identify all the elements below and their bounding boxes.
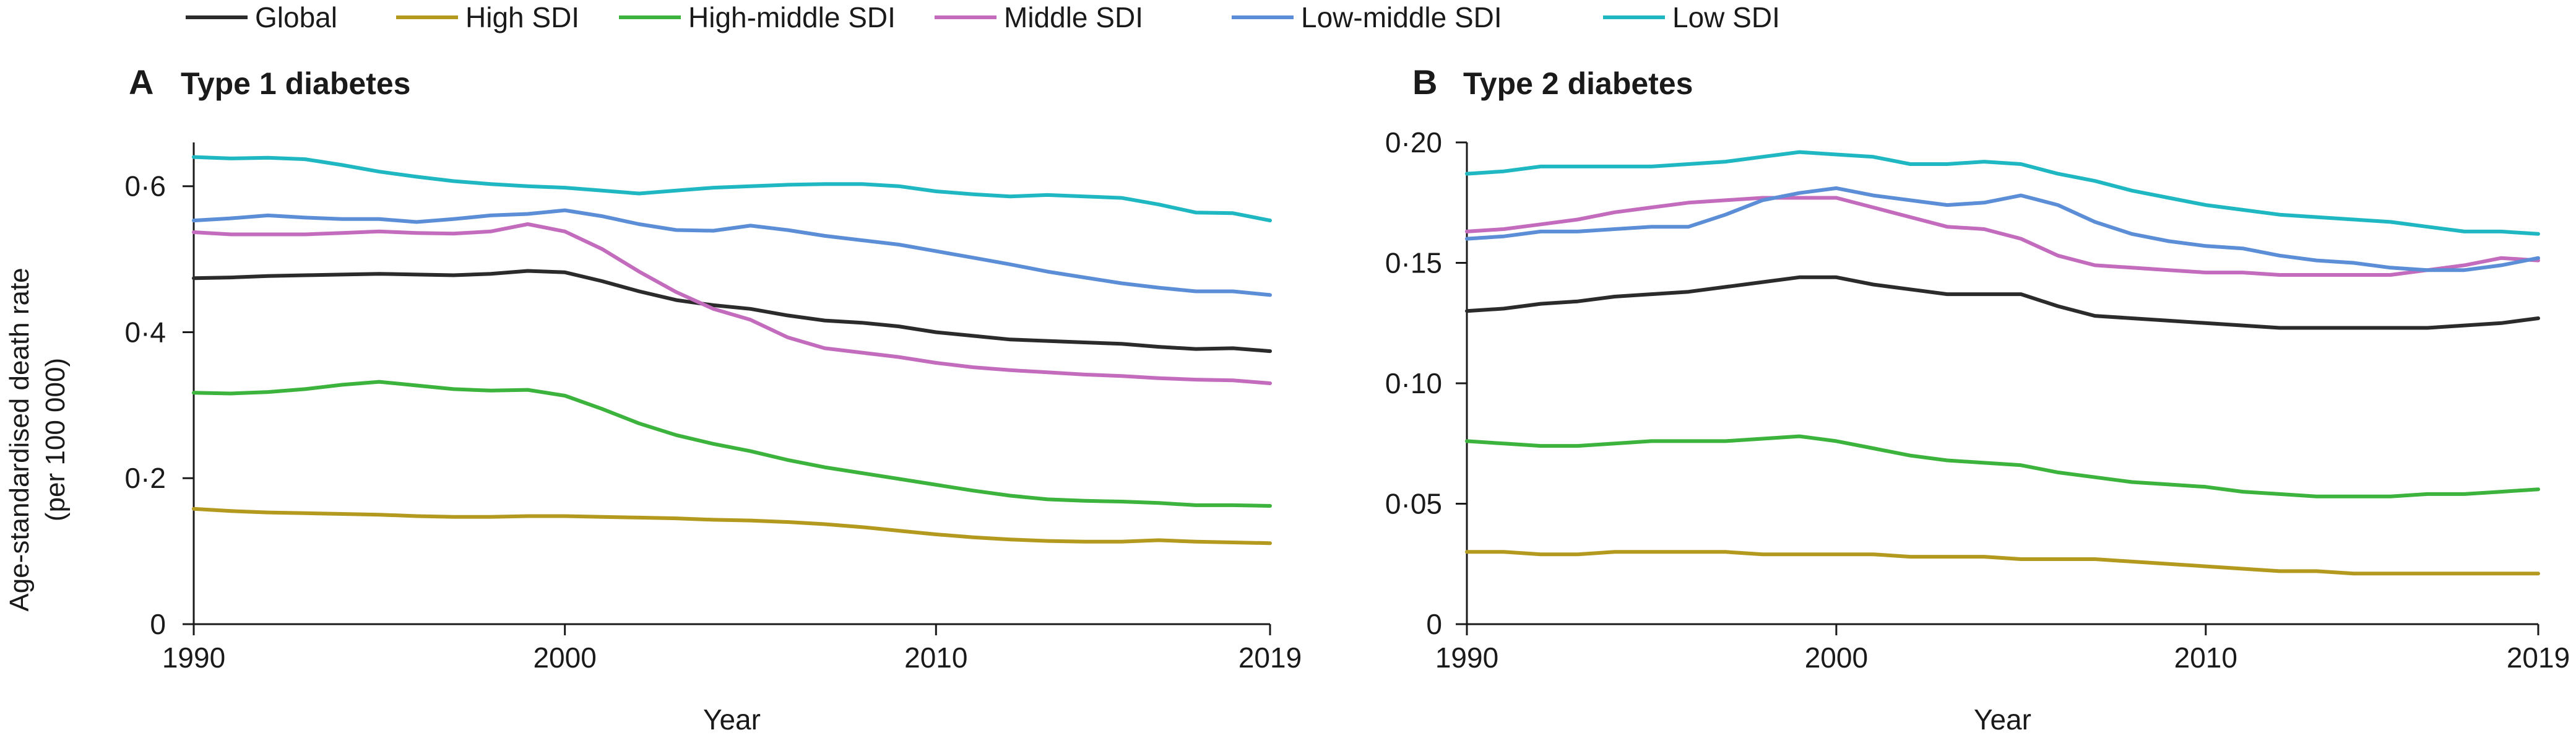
legend: Global High SDI High-middle SDI Middle SDI L… [186,1,1780,33]
y-tick-label: 0·10 [1385,367,1442,399]
legend-label-low-sdi: Low SDI [1672,1,1780,33]
series-line-high-middle-sdi [192,380,1272,508]
legend-label-low-middle-sdi: Low-middle SDI [1301,1,1502,33]
x-tick-label: 2000 [1805,641,1868,674]
series-line-high-sdi [1465,550,2540,576]
y-tick-label: 0 [150,608,166,640]
legend-label-high-middle-sdi: High-middle SDI [688,1,896,33]
y-axis-label-unit: (per 100 000) [40,358,71,521]
y-tick-label: 0·05 [1385,488,1442,520]
series-line-middle-sdi [192,222,1272,385]
x-tick-label: 1990 [1435,641,1498,674]
y-tick-label: 0·15 [1385,247,1442,279]
series-line-high-middle-sdi [1465,434,2540,498]
y-tick-label: 0 [1426,608,1442,640]
series-line-middle-sdi [1465,196,2540,277]
legend-label-high-sdi: High SDI [465,1,579,33]
series-line-low-middle-sdi [192,208,1272,297]
x-tick-label: 1990 [162,641,225,674]
x-tick-label: 2019 [1238,641,1302,674]
y-tick-label: 0·4 [125,316,166,348]
x-tick-label: 2010 [904,641,967,674]
x-tick-label: 2019 [2507,641,2570,674]
panel-letter: B [1412,63,1437,102]
series-line-low-sdi [1465,150,2540,236]
y-tick-label: 0·2 [125,462,166,494]
legend-label-middle-sdi: Middle SDI [1004,1,1143,33]
x-tick-label: 2010 [2174,641,2237,674]
x-axis-label: Year [703,703,761,735]
series-line-low-sdi [192,155,1272,223]
legend-label-global: Global [255,1,337,33]
panel-letter: A [129,63,153,102]
x-axis-label: Year [1974,703,2031,735]
y-tick-label: 0·6 [125,170,166,202]
series-line-high-sdi [192,507,1272,546]
panel-b: B Type 2 diabetes 0 0·05 0·10 0·15 0·20 1990 200… [1385,63,2570,735]
y-axis-label: Age-standardised death rate [4,267,35,611]
series-line-global [192,269,1272,354]
panel-title: Type 2 diabetes [1463,66,1693,101]
panel-title: Type 1 diabetes [181,66,410,101]
x-tick-label: 2000 [533,641,596,674]
series-line-global [1465,275,2540,330]
y-tick-label: 0·20 [1385,126,1442,159]
panel-a: A Type 1 diabetes 0 0·2 0·4 0·6 1990 2000 2010 20… [125,63,1302,735]
series-line-low-middle-sdi [1465,186,2540,272]
